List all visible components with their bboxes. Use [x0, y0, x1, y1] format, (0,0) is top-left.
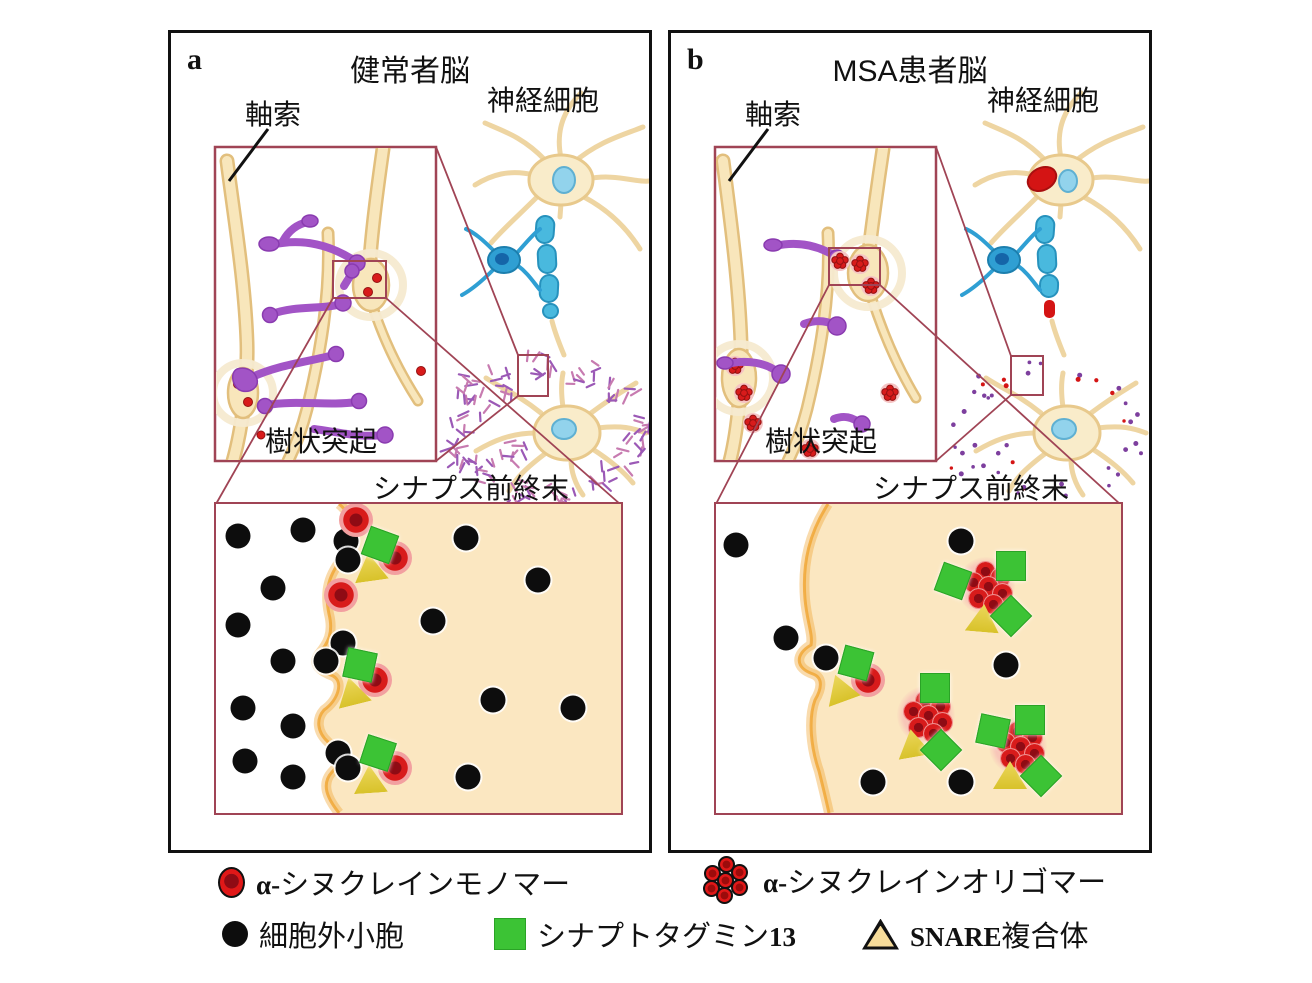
neuron-label: 神経細胞: [487, 85, 600, 116]
legend-label: シナプトタグミン13: [537, 921, 797, 953]
syt13-marker: [342, 647, 378, 683]
vesicle-marker: [270, 648, 296, 674]
terminal-membrane: [794, 504, 1121, 813]
vesicle-marker: [993, 652, 1019, 678]
legend-item-monomer: α-シヌクレインモノマー: [218, 861, 570, 903]
vesicle-icon: [222, 921, 248, 947]
axon-pointer-line: [227, 128, 270, 182]
presynaptic-detail-box: [214, 502, 623, 815]
monomer-marker: [324, 577, 359, 612]
monomer-icon: [218, 866, 245, 898]
legend-item-vesicle: 細胞外小胞: [222, 913, 404, 955]
oligomer-icon: [702, 856, 752, 904]
synaptotagmin13-icon: [494, 918, 526, 950]
panel-healthy-brain: a 健常者脳 軸索 神経細胞 樹状突起 シナプス前終末: [168, 30, 652, 853]
legend-label: SNARE複合体: [910, 921, 1089, 953]
vesicle-marker: [420, 608, 446, 634]
syt13-marker: [920, 672, 951, 703]
myelinated-axon: [1034, 215, 1067, 358]
legend-label: 細胞外小胞: [259, 921, 405, 953]
vesicle-marker: [335, 547, 361, 573]
axon-label: 軸索: [745, 99, 802, 130]
vesicle-marker: [280, 764, 306, 790]
panel-title: MSA患者脳: [832, 55, 988, 88]
oligodendrocyte: [960, 227, 1042, 297]
monomer-marker: [339, 504, 374, 538]
damaged-axon-segment: [1044, 300, 1055, 318]
presynaptic-label: シナプス前終末: [372, 473, 569, 504]
vesicle-marker: [860, 769, 886, 795]
neuron-upper: [472, 90, 649, 252]
syt13-marker: [1014, 704, 1045, 735]
presynaptic-label: シナプス前終末: [872, 473, 1069, 504]
neuron-upper: [972, 90, 1149, 252]
vesicle-marker: [290, 517, 316, 543]
vesicle-marker: [232, 748, 258, 774]
panel-msa-brain: b MSA患者脳 軸索 神経細胞 樹状突起 シナプス前終末: [668, 30, 1152, 853]
panel-b-illustration: [713, 90, 1149, 507]
syt13-marker: [995, 551, 1026, 582]
neuron-lower: [439, 349, 649, 517]
vesicle-marker: [813, 645, 839, 671]
inset-content: [716, 148, 922, 460]
legend-item-synaptotagmin13: シナプトタグミン13: [494, 913, 796, 955]
inset-content: [216, 148, 426, 460]
vesicle-marker: [723, 532, 749, 558]
dendrite-label: 樹状突起: [265, 426, 378, 457]
axon-label: 軸索: [245, 99, 302, 130]
vesicle-marker: [525, 567, 551, 593]
neuron-zoom-square: [1010, 355, 1044, 396]
myelinated-axon: [534, 215, 567, 358]
vesicle-marker: [560, 695, 586, 721]
vesicle-marker: [773, 625, 799, 651]
dendrite-label: 樹状突起: [765, 426, 878, 457]
panel-a-illustration: [213, 90, 649, 517]
vesicle-marker: [280, 713, 306, 739]
panel-title: 健常者脳: [350, 55, 470, 88]
vesicle-marker: [948, 769, 974, 795]
legend-label: α-シヌクレインモノマー: [256, 869, 571, 901]
vesicle-marker: [313, 648, 339, 674]
vesicle-marker: [453, 525, 479, 551]
vesicle-marker: [225, 523, 251, 549]
vesicle-marker: [230, 695, 256, 721]
legend-item-oligomer: α-シヌクレインオリゴマー: [702, 856, 1106, 904]
vesicle-marker: [480, 687, 506, 713]
vesicle-marker: [335, 755, 361, 781]
oligodendrocyte: [460, 227, 542, 297]
axon-pointer-line: [727, 128, 770, 182]
inset-zoom-square: [828, 247, 881, 286]
inset-zoom-square: [332, 260, 387, 299]
panel-letter: a: [187, 43, 202, 76]
alpha-synuclein-inclusion: [1026, 166, 1058, 192]
syt13-marker: [975, 713, 1011, 749]
neuron-label: 神経細胞: [987, 85, 1100, 116]
vesicle-marker: [455, 764, 481, 790]
synapse-fuzz: [949, 360, 1143, 507]
panel-letter: b: [687, 43, 704, 76]
vesicle-marker: [260, 575, 286, 601]
vesicle-marker: [948, 528, 974, 554]
legend-label: α-シヌクレインオリゴマー: [763, 867, 1107, 899]
neuron-zoom-square: [517, 354, 549, 397]
neuron-lower: [949, 360, 1149, 507]
vesicle-marker: [225, 612, 251, 638]
presynaptic-detail-box: [714, 502, 1123, 815]
synapse-fuzz: [439, 349, 649, 517]
legend-item-snare: SNARE複合体: [862, 913, 1089, 955]
snare-icon: [862, 918, 899, 950]
